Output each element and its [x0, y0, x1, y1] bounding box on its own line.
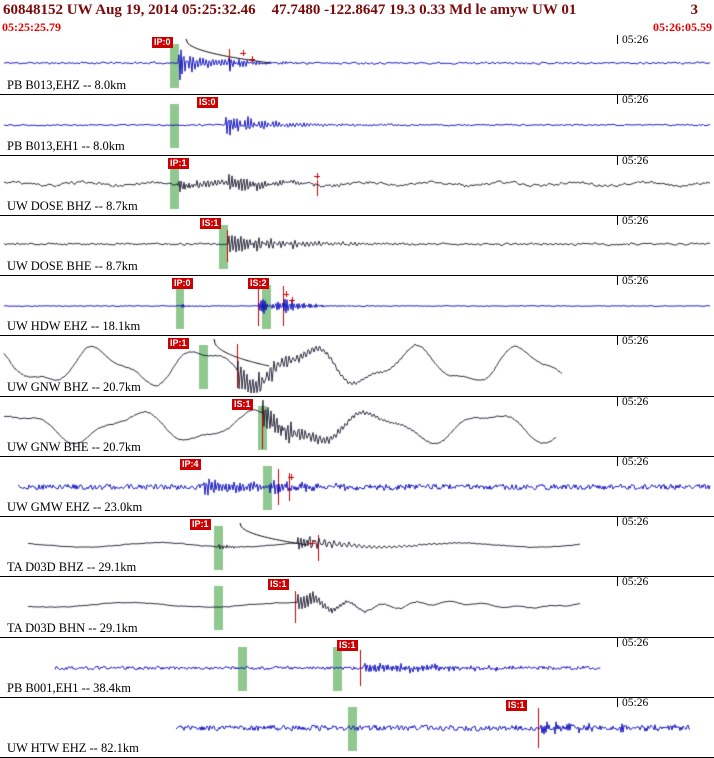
waveform-canvas[interactable]: [0, 336, 714, 396]
event-summary: 60848152 UW Aug 19, 2014 05:25:32.46: [3, 2, 256, 18]
minute-time-label: 05:26: [622, 95, 649, 107]
minute-time-label: 05:26: [622, 456, 649, 468]
waveform-canvas[interactable]: [0, 396, 714, 456]
minute-tick-icon: [617, 697, 618, 707]
minute-time-label: 05:26: [622, 276, 649, 287]
minute-time-label: 05:26: [622, 517, 649, 528]
waveform-canvas[interactable]: [0, 577, 714, 637]
waveform-canvas[interactable]: [0, 517, 714, 577]
minute-tick-icon: [617, 155, 618, 165]
trace-panel-2: IS:0 05:26 PB B013,EH1 -- 8.0km: [0, 95, 714, 156]
waveform-canvas[interactable]: [0, 155, 714, 215]
time-window-bar: 05:25:25.79 05:26:05.59: [0, 21, 714, 35]
trace-panel-9: IP:1 05:26 TA D03D BHZ -- 29.1km: [0, 517, 714, 578]
minute-time-label: 05:26: [622, 396, 649, 408]
minute-time-label: 05:26: [622, 155, 649, 167]
station-label: UW DOSE BHZ -- 8.7km: [7, 198, 138, 213]
pick-flag[interactable]: IP:1: [168, 157, 189, 169]
station-label: UW GNW BHZ -- 20.7km: [7, 379, 141, 394]
pick-flag[interactable]: IS:1: [232, 398, 253, 410]
trace-panel-1: IP:0 05:26 PB B013,EHZ -- 8.0km: [0, 35, 714, 96]
event-hypocenter: 47.7480 -122.8647 19.3 0.33 Md le amyw U…: [271, 2, 577, 18]
page-number: 3: [690, 2, 699, 18]
pick-flag[interactable]: IS:0: [197, 97, 218, 109]
trace-panel-11: IS:1 05:26 PB B001,EH1 -- 38.4km: [0, 637, 714, 698]
pick-flag[interactable]: IS:1: [337, 639, 358, 651]
trace-panel-5: IP:0 IS:2 05:26 UW HDW EHZ -- 18.1km: [0, 276, 714, 337]
minute-tick-icon: [617, 35, 618, 44]
minute-tick-icon: [617, 396, 618, 406]
waveform-canvas[interactable]: [0, 276, 714, 336]
trace-panel-8: IP:4 05:26 UW GMW EHZ -- 23.0km: [0, 456, 714, 517]
pick-flag[interactable]: IS:1: [200, 217, 221, 229]
pick-flag[interactable]: IP:1: [190, 519, 211, 530]
trace-panel-4: IS:1 05:26 UW DOSE BHE -- 8.7km: [0, 215, 714, 276]
waveform-canvas[interactable]: [0, 456, 714, 516]
trace-panel-stack: IP:0 05:26 PB B013,EHZ -- 8.0km IS:0 05:26 PB…: [0, 35, 714, 758]
station-label: UW HDW EHZ -- 18.1km: [7, 319, 141, 334]
minute-time-label: 05:26: [622, 637, 649, 649]
trace-panel-6: IP:1 05:26 UW GNW BHZ -- 20.7km: [0, 336, 714, 397]
pick-flag[interactable]: IS:1: [268, 579, 289, 591]
trace-panel-3: IP:1 05:26 UW DOSE BHZ -- 8.7km: [0, 155, 714, 216]
minute-time-label: 05:26: [622, 697, 649, 709]
waveform-canvas[interactable]: [0, 95, 714, 155]
minute-tick-icon: [617, 577, 618, 587]
pick-flag[interactable]: IP:1: [168, 338, 189, 350]
window-start-time: 05:25:25.79: [2, 20, 61, 34]
station-label: TA D03D BHZ -- 29.1km: [7, 560, 137, 575]
trace-panel-10: IS:1 05:26 TA D03D BHN -- 29.1km: [0, 577, 714, 638]
pick-flag[interactable]: IS:2: [248, 278, 269, 289]
station-label: UW GMW EHZ -- 23.0km: [7, 500, 143, 514]
minute-tick-icon: [617, 456, 618, 466]
pick-flag[interactable]: IP:0: [172, 278, 193, 289]
station-label: TA D03D BHN -- 29.1km: [7, 620, 138, 635]
minute-time-label: 05:26: [622, 215, 649, 227]
minute-tick-icon: [617, 215, 618, 225]
minute-time-label: 05:26: [622, 35, 649, 46]
waveform-canvas[interactable]: [0, 35, 714, 95]
minute-tick-icon: [617, 95, 618, 105]
waveform-canvas[interactable]: [0, 215, 714, 275]
pick-flag[interactable]: IP:0: [152, 37, 173, 48]
minute-time-label: 05:26: [622, 577, 649, 589]
minute-tick-icon: [617, 637, 618, 647]
window-end-time: 05:26:05.59: [653, 20, 712, 34]
station-label: UW HTW EHZ -- 82.1km: [7, 741, 139, 755]
pick-flag[interactable]: IP:4: [180, 458, 201, 470]
minute-time-label: 05:26: [622, 336, 649, 348]
minute-tick-icon: [617, 276, 618, 285]
event-header-bar: 60848152 UW Aug 19, 2014 05:25:32.46 47.…: [0, 0, 714, 21]
station-label: PB B013,EHZ -- 8.0km: [7, 78, 127, 93]
station-label: PB B013,EH1 -- 8.0km: [7, 138, 125, 153]
station-label: PB B001,EH1 -- 38.4km: [7, 680, 131, 695]
minute-tick-icon: [617, 517, 618, 526]
waveform-canvas[interactable]: [0, 697, 714, 757]
trace-panel-12: IS:1 05:26 UW HTW EHZ -- 82.1km: [0, 697, 714, 758]
station-label: UW DOSE BHE -- 8.7km: [7, 259, 138, 273]
pick-flag[interactable]: IS:1: [506, 699, 527, 711]
minute-tick-icon: [617, 336, 618, 346]
trace-panel-7: IS:1 05:26 UW GNW BHE -- 20.7km: [0, 396, 714, 457]
station-label: UW GNW BHE -- 20.7km: [7, 439, 141, 454]
